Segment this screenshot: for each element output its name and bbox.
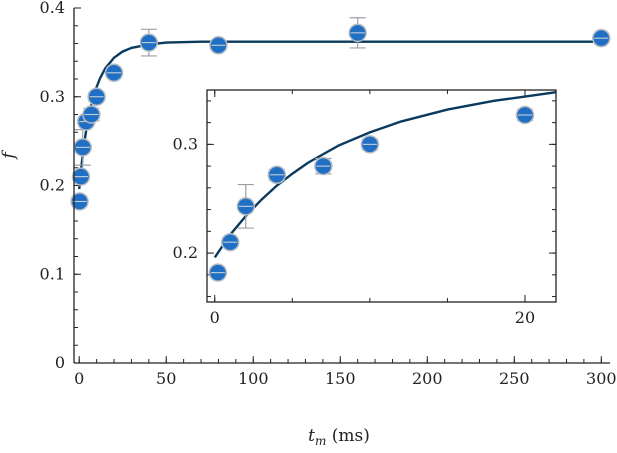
data-point (73, 128, 92, 166)
main-y-tick-label: 0 (55, 353, 65, 372)
data-point (515, 105, 535, 125)
data-point (208, 263, 228, 282)
inset-panel: 0 20 0.2 0.3 (173, 89, 557, 327)
inset-ticks: 0 20 0.2 0.3 (173, 90, 556, 327)
data-point (87, 87, 106, 106)
main-x-tick-label: 100 (238, 369, 269, 388)
inset-x-tick-label: 0 (210, 308, 220, 327)
data-point (71, 167, 91, 186)
inset-frame (206, 89, 557, 303)
main-y-tick-label: 0.3 (40, 87, 65, 106)
main-y-tick-label: 0.1 (40, 264, 65, 283)
data-point (221, 232, 240, 252)
data-point (82, 105, 101, 124)
inset-points (208, 105, 535, 282)
x-axis-label: tm (ms) (308, 426, 370, 448)
data-point (592, 28, 611, 48)
inset-x-tick-label: 20 (515, 308, 535, 327)
data-point (267, 165, 287, 185)
x-axis-label-subscript: m (315, 434, 326, 448)
main-points (70, 17, 611, 211)
data-point (360, 135, 380, 154)
y-axis-label: f (0, 150, 19, 161)
data-point (209, 36, 228, 55)
inset-y-tick-label: 0.2 (173, 243, 198, 262)
main-y-tick-label: 0.2 (40, 176, 65, 195)
main-x-tick-label: 250 (499, 369, 530, 388)
data-point (104, 63, 124, 83)
main-x-tick-label: 300 (586, 369, 617, 388)
data-point (236, 183, 256, 229)
main-x-tick-label: 0 (74, 369, 84, 388)
main-y-tick-label: 0.4 (40, 0, 65, 17)
x-axis-label-unit: (ms) (326, 426, 370, 446)
main-x-tick-label: 150 (325, 369, 356, 388)
main-fit-curve (78, 40, 602, 190)
inset-background (207, 90, 556, 302)
data-point (314, 156, 333, 176)
inset-y-tick-label: 0.3 (173, 134, 198, 153)
main-x-tick-label: 50 (156, 369, 176, 388)
data-point (348, 17, 367, 49)
x-axis-label-variable: t (308, 426, 315, 446)
main-x-tick-label: 200 (412, 369, 443, 388)
data-point (139, 28, 159, 57)
